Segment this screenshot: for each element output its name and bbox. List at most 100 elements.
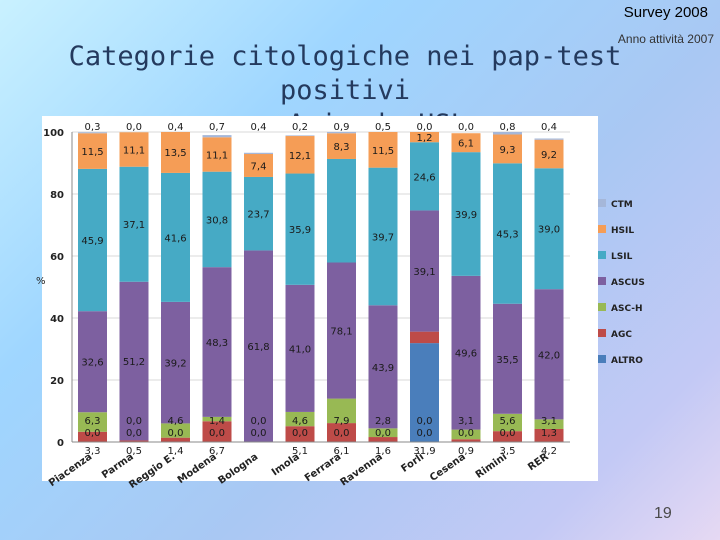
data-label-ctm: 0,4 <box>251 122 267 133</box>
y-tick-label: 20 <box>50 376 64 387</box>
bar-segment-agc <box>368 437 398 442</box>
data-label-ascus: 49,6 <box>455 349 477 360</box>
bar-segment-asc-h <box>202 416 232 422</box>
legend-swatch-hsil <box>598 225 606 233</box>
bar-stack-rer <box>534 138 564 442</box>
data-label-asc-h: 3,1 <box>458 416 474 427</box>
bar-segment-ascus <box>119 281 149 441</box>
data-label-ascus: 39,2 <box>164 359 186 370</box>
data-label-altro: 0,5 <box>126 446 142 457</box>
data-label-hsil: 11,5 <box>81 147 103 158</box>
bar-segment-ctm <box>78 132 107 134</box>
data-label-hsil: 11,1 <box>123 146 145 157</box>
data-label-altro: 4,2 <box>541 446 557 457</box>
data-label-ctm: 0,8 <box>500 122 516 133</box>
bar-stack-parma <box>119 132 149 442</box>
bar-stack-cesena <box>451 133 481 442</box>
bar-segment-asc-h <box>368 428 398 438</box>
data-label-altro: 0,9 <box>458 446 474 457</box>
y-axis-label: % <box>36 276 46 287</box>
bar-segment-asc-h <box>493 413 522 432</box>
bar-segment-ctm <box>327 132 356 134</box>
bar-segment-agc <box>451 439 481 442</box>
bar-segment-ascus <box>161 301 190 424</box>
bar-segment-hsil <box>119 132 149 167</box>
data-label-hsil: 11,5 <box>372 146 394 157</box>
data-label-hsil: 7,4 <box>251 161 267 172</box>
bar-segment-lsil <box>78 168 107 312</box>
bar-segment-lsil <box>161 172 190 302</box>
survey-label: Survey 2008 <box>623 4 708 21</box>
bar-stack-rimini <box>493 132 522 442</box>
data-label-asc-h: 1,4 <box>209 416 225 427</box>
bar-segment-asc-h <box>161 423 190 438</box>
data-label-ascus: 61,8 <box>247 342 269 353</box>
data-label-asc-h: 7,9 <box>334 416 350 427</box>
data-label-hsil: 11,1 <box>206 150 228 161</box>
bar-segment-ctm <box>202 135 232 138</box>
data-label-altro: 6,1 <box>334 446 350 457</box>
data-labels: 0,311,545,932,66,30,03,30,011,137,151,20… <box>81 122 560 457</box>
data-label-agc: 0,0 <box>458 428 474 439</box>
bar-segment-agc <box>534 428 564 442</box>
bar-segment-ascus <box>327 262 356 399</box>
data-label-ascus: 43,9 <box>372 363 394 374</box>
data-label-ctm: 0,0 <box>417 122 433 133</box>
legend-label-ctm: CTM <box>611 200 633 210</box>
bar-segment-ascus <box>285 284 315 412</box>
bar-segment-ctm <box>285 135 315 137</box>
data-label-agc: 0,0 <box>251 428 267 439</box>
bar-segment-ctm <box>493 132 522 135</box>
bar-segment-lsil <box>368 167 398 306</box>
bar-segment-hsil <box>368 132 398 168</box>
bar-stack-piacenza <box>78 132 107 442</box>
data-label-altro: 3,3 <box>85 446 101 457</box>
legend-swatch-lsil <box>598 251 606 259</box>
data-label-agc: 0,0 <box>126 428 142 439</box>
data-label-asc-h: 0,0 <box>417 416 433 427</box>
bar-segment-ascus <box>244 250 273 442</box>
bar-segment-hsil <box>285 136 315 174</box>
bar-segment-agc <box>410 331 439 344</box>
bar-stack-ravenna <box>368 132 398 442</box>
bar-segment-asc-h <box>534 419 564 429</box>
data-label-asc-h: 0,0 <box>126 416 142 427</box>
bar-segment-ascus <box>410 210 439 332</box>
bar-segment-lsil <box>327 158 356 263</box>
data-label-lsil: 45,9 <box>81 236 103 247</box>
legend-label-asc-h: ASC-H <box>611 304 643 314</box>
data-label-altro: 5,1 <box>292 446 308 457</box>
data-label-agc: 0,0 <box>334 428 350 439</box>
data-label-hsil: 1,2 <box>417 133 433 144</box>
data-label-asc-h: 0,0 <box>251 416 267 427</box>
data-label-hsil: 9,2 <box>541 150 557 161</box>
data-label-ascus: 41,0 <box>289 344 311 355</box>
data-label-hsil: 8,3 <box>334 142 350 153</box>
bar-segment-lsil <box>410 142 439 211</box>
y-tick-label: 60 <box>50 252 64 263</box>
legend-swatch-agc <box>598 329 606 337</box>
data-label-ctm: 0,5 <box>375 122 391 133</box>
data-label-hsil: 9,3 <box>500 145 516 156</box>
bar-segment-ascus <box>202 267 232 417</box>
data-label-ctm: 0,0 <box>126 122 142 133</box>
data-label-agc: 0,0 <box>500 428 516 439</box>
bar-segment-lsil <box>119 166 149 282</box>
data-label-altro: 1,6 <box>375 446 391 457</box>
bar-segment-hsil <box>78 133 107 169</box>
legend-label-altro: ALTRO <box>611 356 643 366</box>
data-label-agc: 0,0 <box>168 428 184 439</box>
data-label-asc-h: 4,6 <box>168 416 184 427</box>
data-label-asc-h: 5,6 <box>500 416 516 427</box>
bar-stack-imola <box>285 135 315 442</box>
data-label-lsil: 45,3 <box>496 230 518 241</box>
bar-stack-modena <box>202 135 232 442</box>
data-label-ctm: 0,4 <box>168 122 184 133</box>
bar-segment-ascus <box>368 305 398 429</box>
data-label-altro: 3,5 <box>500 446 516 457</box>
bar-segment-asc-h <box>327 398 356 424</box>
bar-stack-ferrara <box>327 132 356 442</box>
data-label-asc-h: 2,8 <box>375 416 391 427</box>
bar-stack-reggioe <box>161 132 190 442</box>
